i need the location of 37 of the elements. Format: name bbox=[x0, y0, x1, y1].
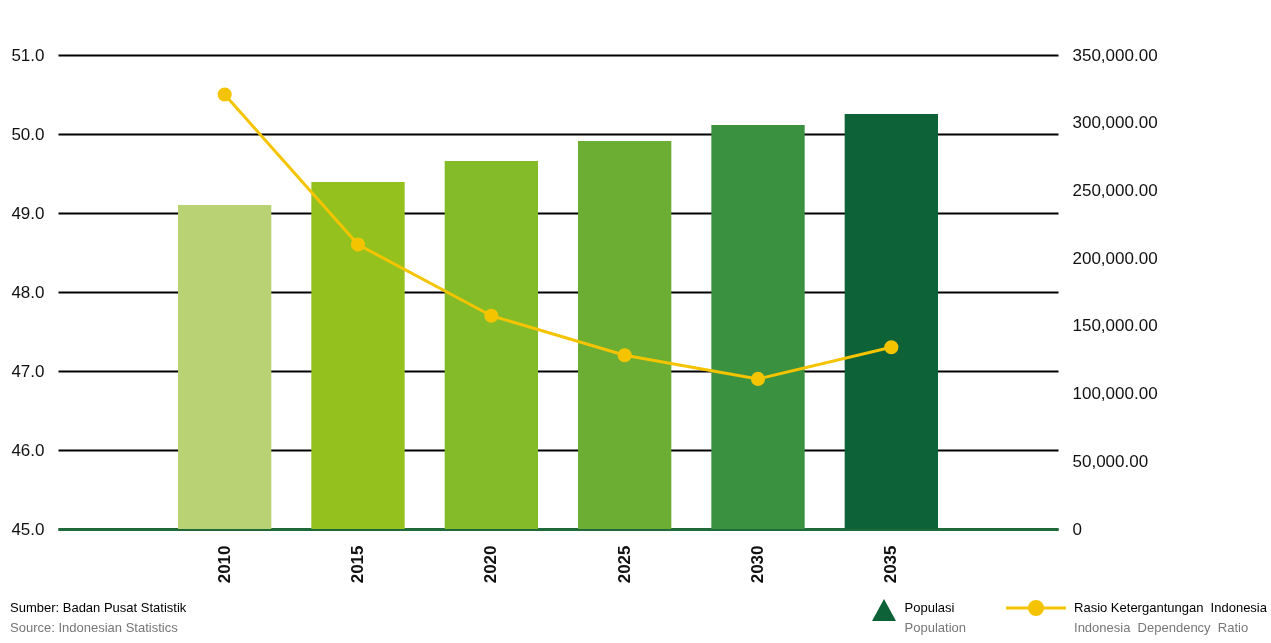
point bbox=[884, 340, 899, 355]
bar bbox=[178, 205, 272, 529]
bar bbox=[844, 114, 938, 529]
y2-tick-label: 350,000.00 bbox=[1072, 45, 1158, 65]
y2-tick-label: 0 bbox=[1072, 519, 1082, 539]
bar bbox=[444, 161, 538, 529]
x-tick-label: 2015 bbox=[348, 545, 367, 584]
y2-tick-label: 150,000.00 bbox=[1072, 316, 1158, 336]
point bbox=[350, 237, 366, 252]
point bbox=[750, 371, 766, 386]
source-note: Source: Indonesian Statistics bbox=[10, 619, 179, 637]
bar bbox=[578, 141, 672, 529]
y-tick-label: 51.0 bbox=[11, 45, 45, 65]
x-tick-label: 2030 bbox=[748, 545, 767, 584]
x-tick-label: 2010 bbox=[214, 545, 234, 584]
y-tick-label: 46.0 bbox=[11, 440, 45, 460]
point bbox=[617, 348, 632, 363]
legend-label: Rasio Ketergantungan Indonesia Indonesia Dependency Ratio bbox=[1074, 599, 1267, 637]
y-tick-label: 49.0 bbox=[11, 203, 45, 223]
x-tick-label: 2035 bbox=[881, 545, 901, 584]
point bbox=[484, 308, 499, 323]
y2-tick-label: 300,000.00 bbox=[1072, 113, 1158, 133]
y-tick-label: 50.0 bbox=[11, 124, 45, 144]
y2-tick-label: 250,000.00 bbox=[1072, 180, 1158, 200]
bar bbox=[311, 182, 405, 529]
y2-tick-label: 100,000.00 bbox=[1072, 384, 1158, 404]
y-tick-label: 48.0 bbox=[11, 282, 45, 302]
y-tick-label: 47.0 bbox=[11, 361, 45, 381]
point bbox=[217, 87, 232, 102]
x-tick-label: 2020 bbox=[481, 545, 501, 584]
y-tick-label: 45.0 bbox=[11, 519, 45, 539]
y2-tick-label: 200,000.00 bbox=[1072, 248, 1158, 268]
bar bbox=[711, 125, 805, 529]
y2-tick-label: 50,000.00 bbox=[1072, 451, 1149, 471]
x-tick-label: 2025 bbox=[614, 545, 634, 584]
legend-label: Populasi Population bbox=[904, 599, 967, 637]
text: Sumber: Badan Pusat Statistik bbox=[10, 599, 187, 617]
